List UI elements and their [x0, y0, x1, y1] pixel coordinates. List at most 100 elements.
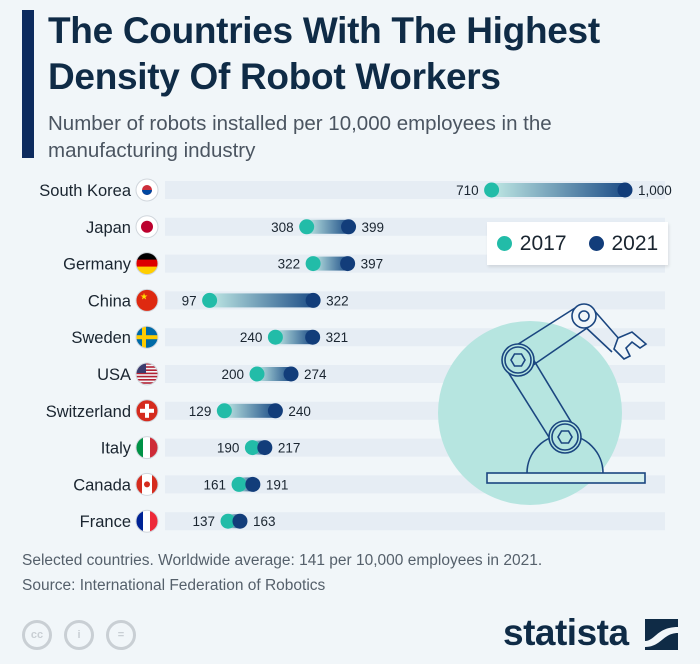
value-label-2021: 217 [278, 441, 301, 456]
flag-part [150, 436, 158, 459]
country-label: Sweden [71, 329, 131, 347]
flag-border [135, 509, 159, 533]
row-germany: Germany 322 397 [63, 252, 384, 276]
dot-2021 [305, 292, 321, 308]
flag-part [136, 252, 158, 261]
row-usa: USA 200 274 [97, 362, 327, 386]
value-label-2021: 191 [266, 477, 289, 492]
range-bar [313, 256, 348, 271]
country-label: China [88, 292, 132, 310]
flag-part [136, 289, 158, 312]
dot-2021 [257, 440, 273, 456]
legend-item-2017: 2017 [496, 232, 567, 256]
value-label-2021: 240 [288, 404, 311, 419]
dot-2017 [231, 476, 247, 492]
row-japan: Japan 308 399 [86, 215, 384, 239]
flag-border [135, 362, 159, 386]
source-note: Source: International Federation of Robo… [22, 577, 326, 594]
value-label-2017: 200 [221, 367, 244, 382]
value-label-2021: 274 [304, 367, 327, 382]
value-label-2021: 163 [253, 514, 276, 529]
dot-2017 [484, 182, 500, 198]
value-label-2017: 97 [182, 293, 197, 308]
dot-2021 [341, 219, 357, 235]
legend-label-2021: 2021 [611, 231, 659, 255]
flag-border [135, 288, 159, 312]
flag-part [144, 481, 150, 488]
dot-2017 [216, 403, 232, 419]
range-bar [224, 403, 276, 418]
flag-part [136, 335, 158, 340]
dot-2021 [617, 182, 633, 198]
flag-part [136, 369, 158, 371]
title-accent-bar [22, 10, 34, 158]
flag-france-icon [136, 510, 158, 533]
footnote: Selected countries. Worldwide average: 1… [22, 552, 543, 569]
flag-part [136, 473, 142, 496]
flag-part [143, 436, 151, 459]
value-label-2017: 322 [278, 257, 301, 272]
value-label-2017: 308 [271, 220, 294, 235]
range-bar [491, 183, 625, 197]
flag-sweden-icon [136, 326, 158, 349]
value-label-2017: 190 [217, 441, 240, 456]
flag-part [136, 259, 158, 268]
value-label-2021: 321 [326, 330, 349, 345]
statista-logo-icon [645, 619, 678, 650]
legend: 2017 2021 [487, 222, 668, 265]
dot-2017 [202, 292, 218, 308]
dot-2017 [267, 329, 283, 345]
flag-part [136, 366, 158, 368]
flag-italy-icon [136, 436, 158, 459]
flag-part [136, 382, 158, 384]
row-band [165, 512, 665, 531]
flag-germany-icon [136, 252, 158, 275]
flag-japan-icon [136, 215, 158, 238]
range-bar [257, 367, 292, 381]
no-derivatives-icon[interactable]: = [106, 620, 136, 650]
dot-2021 [232, 513, 248, 529]
row-canada: Canada 161 191 [73, 472, 289, 496]
country-label: Italy [101, 440, 132, 458]
flag-part [136, 375, 158, 378]
legend-dot-2017 [496, 236, 512, 251]
flag-part [150, 510, 158, 533]
dot-2021 [267, 403, 283, 419]
country-label: South Korea [39, 182, 132, 200]
flag-part [152, 473, 158, 496]
dot-2021 [340, 256, 356, 272]
value-label-2021: 1,000 [638, 183, 672, 198]
dot-2017 [305, 256, 321, 272]
legend-dot-2021 [588, 236, 604, 251]
cc-license-icon[interactable]: cc [22, 620, 52, 650]
value-label-2017: 710 [456, 183, 479, 198]
value-label-2017: 129 [189, 404, 212, 419]
flag-part [136, 436, 144, 459]
dot-2017 [249, 366, 265, 382]
flag-border [135, 472, 159, 496]
country-label: Japan [86, 219, 131, 237]
value-label-2017: 137 [192, 514, 215, 529]
flag-south-korea-icon [136, 179, 158, 201]
range-bar [275, 330, 313, 345]
statista-logo[interactable]: statista [503, 612, 629, 653]
flag-part [136, 363, 158, 365]
attribution-icon[interactable]: i [64, 620, 94, 650]
value-label-2017: 161 [204, 477, 227, 492]
country-label: Switzerland [46, 403, 131, 421]
row-france: France 137 163 [80, 509, 276, 533]
dot-2017 [299, 219, 315, 235]
flag-border [135, 252, 159, 276]
flag-canada-icon [136, 473, 158, 496]
value-label-2021: 397 [361, 257, 384, 272]
dot-2017 [220, 513, 236, 529]
flag-switzerland-icon [136, 399, 158, 422]
row-china: China ★ 97 322 [88, 288, 349, 312]
dot-2021 [305, 329, 321, 345]
country-label: France [80, 513, 131, 531]
flag-part [136, 372, 158, 375]
flag-usa-icon [136, 363, 158, 384]
row-south-korea: South Korea 710 1,000 [39, 178, 672, 202]
flag-border [135, 436, 159, 460]
flag-part [136, 379, 158, 381]
